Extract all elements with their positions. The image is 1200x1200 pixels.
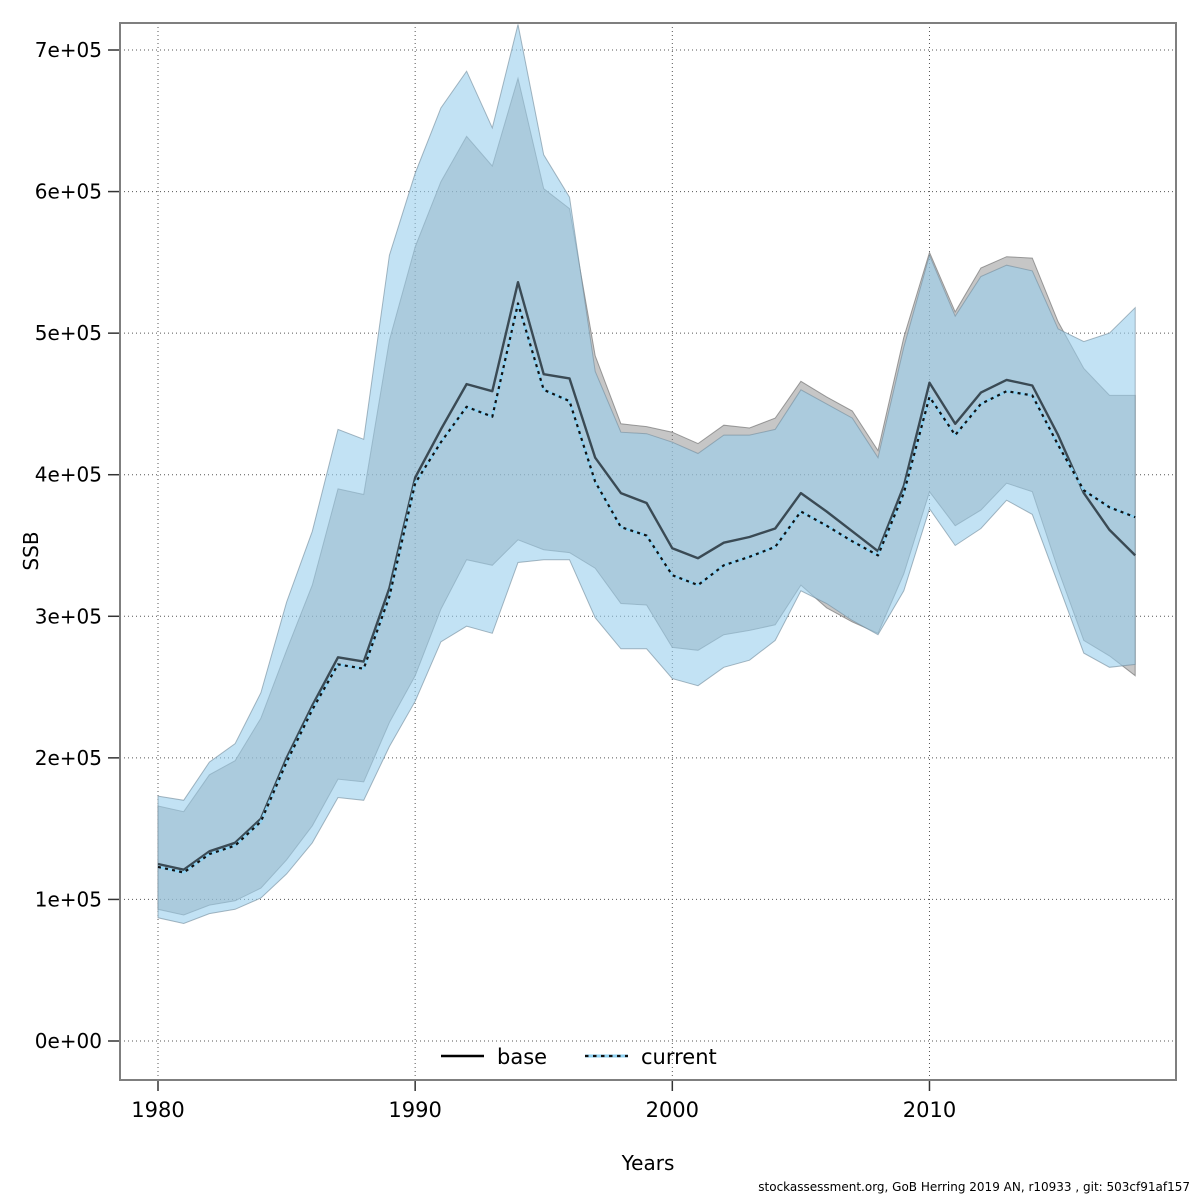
y-tick-label: 6e+05 (35, 180, 102, 204)
x-tick-label: 2010 (903, 1098, 956, 1122)
x-tick-label: 2000 (646, 1098, 699, 1122)
y-tick-label: 0e+00 (35, 1029, 102, 1053)
generated-chart-layers: 0e+00 1e+05 2e+05 3e+05 4e+05 5e+05 6e+05 7e+05… (35, 23, 1176, 1122)
legend-current-label: current (641, 1045, 717, 1069)
legend: base current (441, 1045, 717, 1069)
y-axis-title: SSB (19, 531, 43, 570)
y-tick-label: 5e+05 (35, 321, 102, 345)
y-tick-label: 1e+05 (35, 887, 102, 911)
y-tick-label: 2e+05 (35, 746, 102, 770)
y-tick-label: 7e+05 (35, 38, 102, 62)
x-tick-label: 1990 (388, 1098, 441, 1122)
x-tick-label: 1980 (131, 1098, 184, 1122)
y-tick-label: 3e+05 (35, 604, 102, 628)
x-axis-title: Years (621, 1151, 675, 1175)
attribution-text: stockassessment.org, GoB Herring 2019 AN… (758, 1180, 1190, 1194)
current-ci-band (157, 24, 1136, 925)
y-tick-label: 4e+05 (35, 463, 102, 487)
base-line (157, 281, 1137, 871)
plot-border (119, 22, 1177, 1081)
legend-base-label: base (497, 1045, 547, 1069)
current-line-dashes (157, 302, 1136, 874)
